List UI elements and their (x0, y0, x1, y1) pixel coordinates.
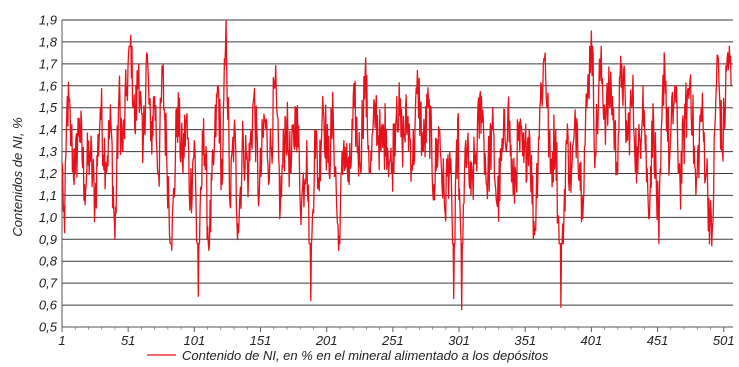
x-tick-label: 201 (315, 333, 338, 348)
x-tick-label: 251 (381, 333, 404, 348)
legend-label: Contenido de NI, en % en el mineral alim… (182, 348, 549, 363)
x-tick-label: 1 (58, 333, 65, 348)
x-tick-label: 501 (713, 333, 735, 348)
y-tick-label: 1,2 (39, 166, 58, 181)
y-tick-label: 0,8 (39, 254, 58, 269)
y-tick-label: 1,1 (39, 188, 57, 203)
y-tick-label: 0,9 (39, 232, 57, 247)
x-tick-label: 451 (647, 333, 669, 348)
x-tick-label: 351 (514, 333, 536, 348)
y-tick-label: 1,6 (39, 78, 58, 93)
x-tick-label: 101 (183, 333, 205, 348)
y-axis-label: Contenidos de NI, % (10, 117, 25, 236)
y-tick-label: 0,6 (39, 298, 58, 313)
x-tick-label: 401 (581, 333, 603, 348)
x-tick-label: 301 (448, 333, 470, 348)
y-tick-label: 1,3 (39, 144, 58, 159)
y-tick-label: 0,7 (39, 276, 58, 291)
legend: Contenido de NI, en % en el mineral alim… (147, 348, 549, 363)
y-tick-label: 1,9 (39, 13, 57, 28)
y-tick-label: 1,8 (39, 34, 58, 49)
y-axis-ticks: 0,5 0,6 0,7 0,8 0,9 1,0 1,1 1,2 1,3 1,4 1,5 1,6 1,7 1… (39, 13, 58, 335)
x-tick-label: 151 (250, 333, 272, 348)
x-tick-label: 51 (121, 333, 135, 348)
y-tick-label: 1,0 (39, 210, 58, 225)
y-tick-label: 0,5 (39, 320, 58, 335)
y-tick-label: 1,5 (39, 100, 58, 115)
y-tick-label: 1,7 (39, 56, 58, 71)
series-line (61, 19, 733, 311)
y-tick-label: 1,4 (39, 122, 57, 137)
